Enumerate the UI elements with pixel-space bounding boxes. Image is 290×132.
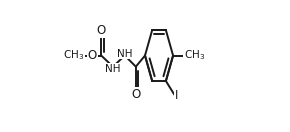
Text: O: O	[88, 49, 97, 62]
Text: NH: NH	[105, 64, 121, 74]
Text: I: I	[175, 89, 178, 102]
Text: O: O	[131, 88, 140, 101]
Text: CH$_3$: CH$_3$	[184, 49, 205, 62]
Text: O: O	[97, 24, 106, 37]
Text: NH: NH	[117, 49, 133, 59]
Text: CH$_3$: CH$_3$	[64, 49, 85, 62]
